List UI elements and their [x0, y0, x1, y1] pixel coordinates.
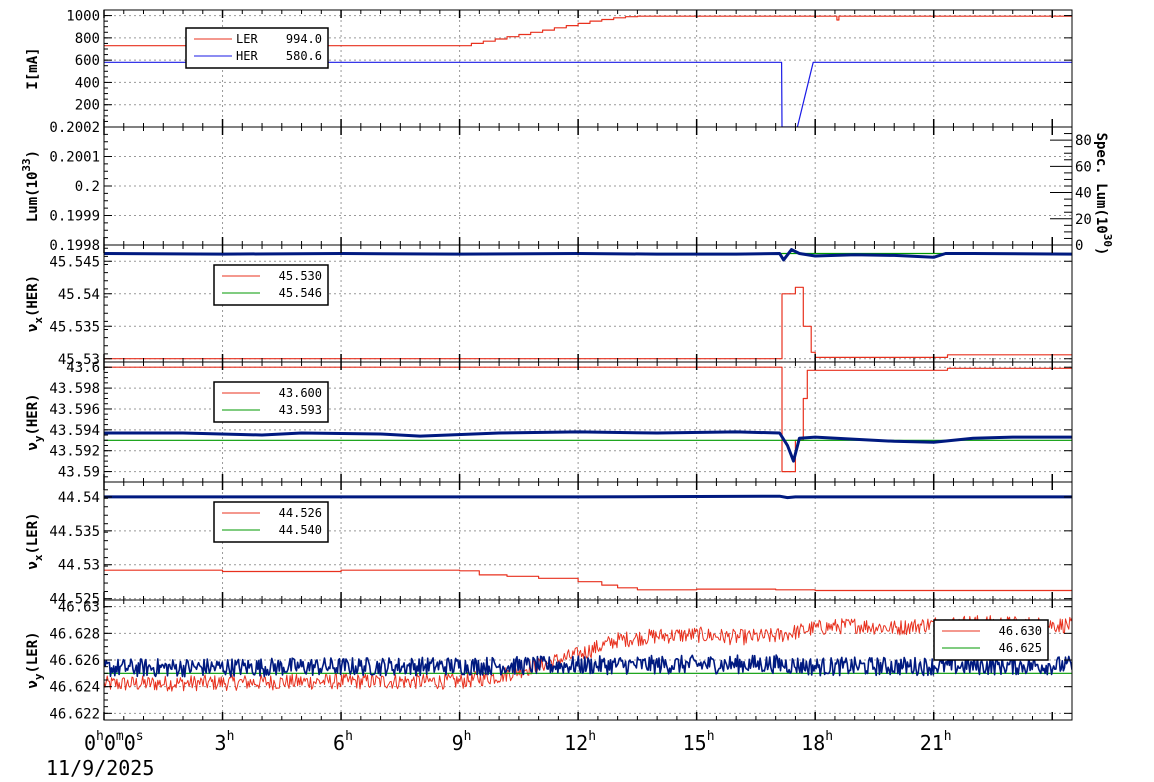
series-group [104, 248, 1072, 360]
panel-nux_ler: 44.525 44.53 44.535 44.54 νx(LER) 44.526 44.54… [25, 481, 1073, 608]
legend: 46.630 46.625 [933, 619, 1049, 661]
legend-box [933, 619, 1049, 661]
legend-value: 45.546 [279, 286, 322, 300]
legend-box [213, 381, 329, 423]
y-tick-label: 43.598 [49, 381, 100, 397]
y-tick-label: 46.63 [58, 600, 100, 616]
panel-lum: 0.1998 0.1999 0.2 0.2001 0.2002 0 20 40 60 80 Spec… [20, 120, 1114, 255]
y-tick-label: 46.628 [49, 626, 100, 642]
series-current-HER [104, 61, 1072, 127]
y-tick-label: 43.594 [49, 423, 100, 439]
y-tick-label: 600 [75, 53, 100, 69]
legend-value: 44.526 [279, 506, 322, 520]
legend: 43.600 43.593 [213, 381, 329, 423]
series-group [104, 366, 1072, 473]
series-nuy_ler-red [104, 615, 1072, 692]
y-tick-label: 44.535 [49, 524, 100, 540]
right-tick-label: 60 [1075, 159, 1092, 175]
legend-box [213, 501, 329, 543]
y-tick-label: 1000 [66, 9, 100, 25]
series-nux_her-blue [104, 248, 1072, 262]
x-tick-label: 9h [452, 729, 472, 755]
legend-value: 45.530 [279, 269, 322, 283]
legend-box [213, 264, 329, 306]
y-axis-label: νy(HER) [25, 393, 45, 450]
right-tick-label: 0 [1075, 238, 1083, 254]
series-nux_ler-blue [104, 494, 1072, 500]
y-tick-label: 45.53 [58, 352, 100, 368]
y-tick-label: 45.545 [49, 254, 100, 270]
right-axis-label: Spec. Lum(1030) [1093, 133, 1114, 256]
right-tick-label: 20 [1075, 212, 1092, 228]
y-tick-label: 0.1999 [49, 209, 100, 225]
legend-value: 43.600 [279, 386, 322, 400]
legend: 44.526 44.540 [213, 501, 329, 543]
y-axis-label: νx(HER) [25, 275, 45, 332]
panel-nuy_her: 43.59 43.592 43.594 43.596 43.598 43.6 νy(HER)… [25, 360, 1073, 483]
x-tick-label: 15h [683, 729, 715, 755]
y-tick-label: 46.622 [49, 706, 100, 722]
y-tick-label: 45.535 [49, 319, 100, 335]
y-axis-label: νy(LER) [25, 631, 45, 688]
y-tick-label: 43.592 [49, 444, 100, 460]
y-tick-label: 44.53 [58, 558, 100, 574]
legend-value: 43.593 [279, 403, 322, 417]
series-group [104, 15, 1072, 127]
legend-value: 46.625 [999, 641, 1042, 655]
series-group [104, 494, 1072, 592]
x-tick-label: 21h [920, 729, 952, 755]
x-tick-label: 3h [215, 729, 235, 755]
series-nuy_her-blue [104, 430, 1072, 463]
y-tick-label: 0.1998 [49, 238, 100, 254]
y-axis-label: I[mA] [25, 47, 41, 89]
y-tick-label: 44.54 [58, 490, 100, 506]
y-tick-label: 43.6 [66, 360, 100, 376]
date-label: 11/9/2025 [46, 756, 154, 780]
right-tick-label: 80 [1075, 133, 1092, 149]
x-tick-label: 0h0m0s [84, 729, 144, 755]
x-tick-label: 18h [801, 729, 833, 755]
legend: LER 994.0 HER 580.6 [185, 27, 329, 69]
series-nux_ler-red [104, 569, 1072, 592]
y-tick-label: 800 [75, 31, 100, 47]
x-tick-label: 6h [333, 729, 353, 755]
series-current-LER [104, 15, 1072, 47]
right-tick-label: 40 [1075, 186, 1092, 202]
y-tick-label: 0.2002 [49, 120, 100, 136]
y-tick-label: 44.525 [49, 592, 100, 608]
legend-value: 44.540 [279, 523, 322, 537]
y-tick-label: 43.59 [58, 465, 100, 481]
legend-value: 580.6 [286, 49, 322, 63]
y-tick-label: 45.54 [58, 287, 100, 303]
legend-name: HER [236, 49, 258, 63]
x-axis-labels: 0h0m0s 3h 6h 9h 12h 15h 18h 21h 11/9/2025 [46, 729, 952, 780]
series-nux_her-red [104, 286, 1072, 360]
y-tick-label: 43.596 [49, 402, 100, 418]
y-axis-label: νx(LER) [25, 512, 45, 569]
y-axis-label: Lum(1033) [20, 150, 41, 222]
legend-value: 994.0 [286, 32, 322, 46]
legend-box [185, 27, 329, 69]
y-tick-label: 400 [75, 75, 100, 91]
y-tick-label: 200 [75, 98, 100, 114]
series-nuy_ler-blue [104, 654, 1072, 678]
x-tick-label: 12h [564, 729, 596, 755]
y-tick-label: 0.2 [75, 179, 100, 195]
series-group [104, 615, 1072, 692]
legend-value: 46.630 [999, 624, 1042, 638]
y-tick-label: 0.2001 [49, 150, 100, 166]
legend: 45.530 45.546 [213, 264, 329, 306]
legend-name: LER [236, 32, 258, 46]
y-tick-label: 46.626 [49, 653, 100, 669]
y-tick-label: 46.624 [49, 680, 100, 696]
panel-current: 200 400 600 800 1000 I[mA] LER 994.0 HER 580.6 [25, 9, 1073, 128]
panel-nuy_ler: 46.622 46.624 46.626 46.628 46.63 νy(LER) 46.6… [25, 599, 1073, 722]
